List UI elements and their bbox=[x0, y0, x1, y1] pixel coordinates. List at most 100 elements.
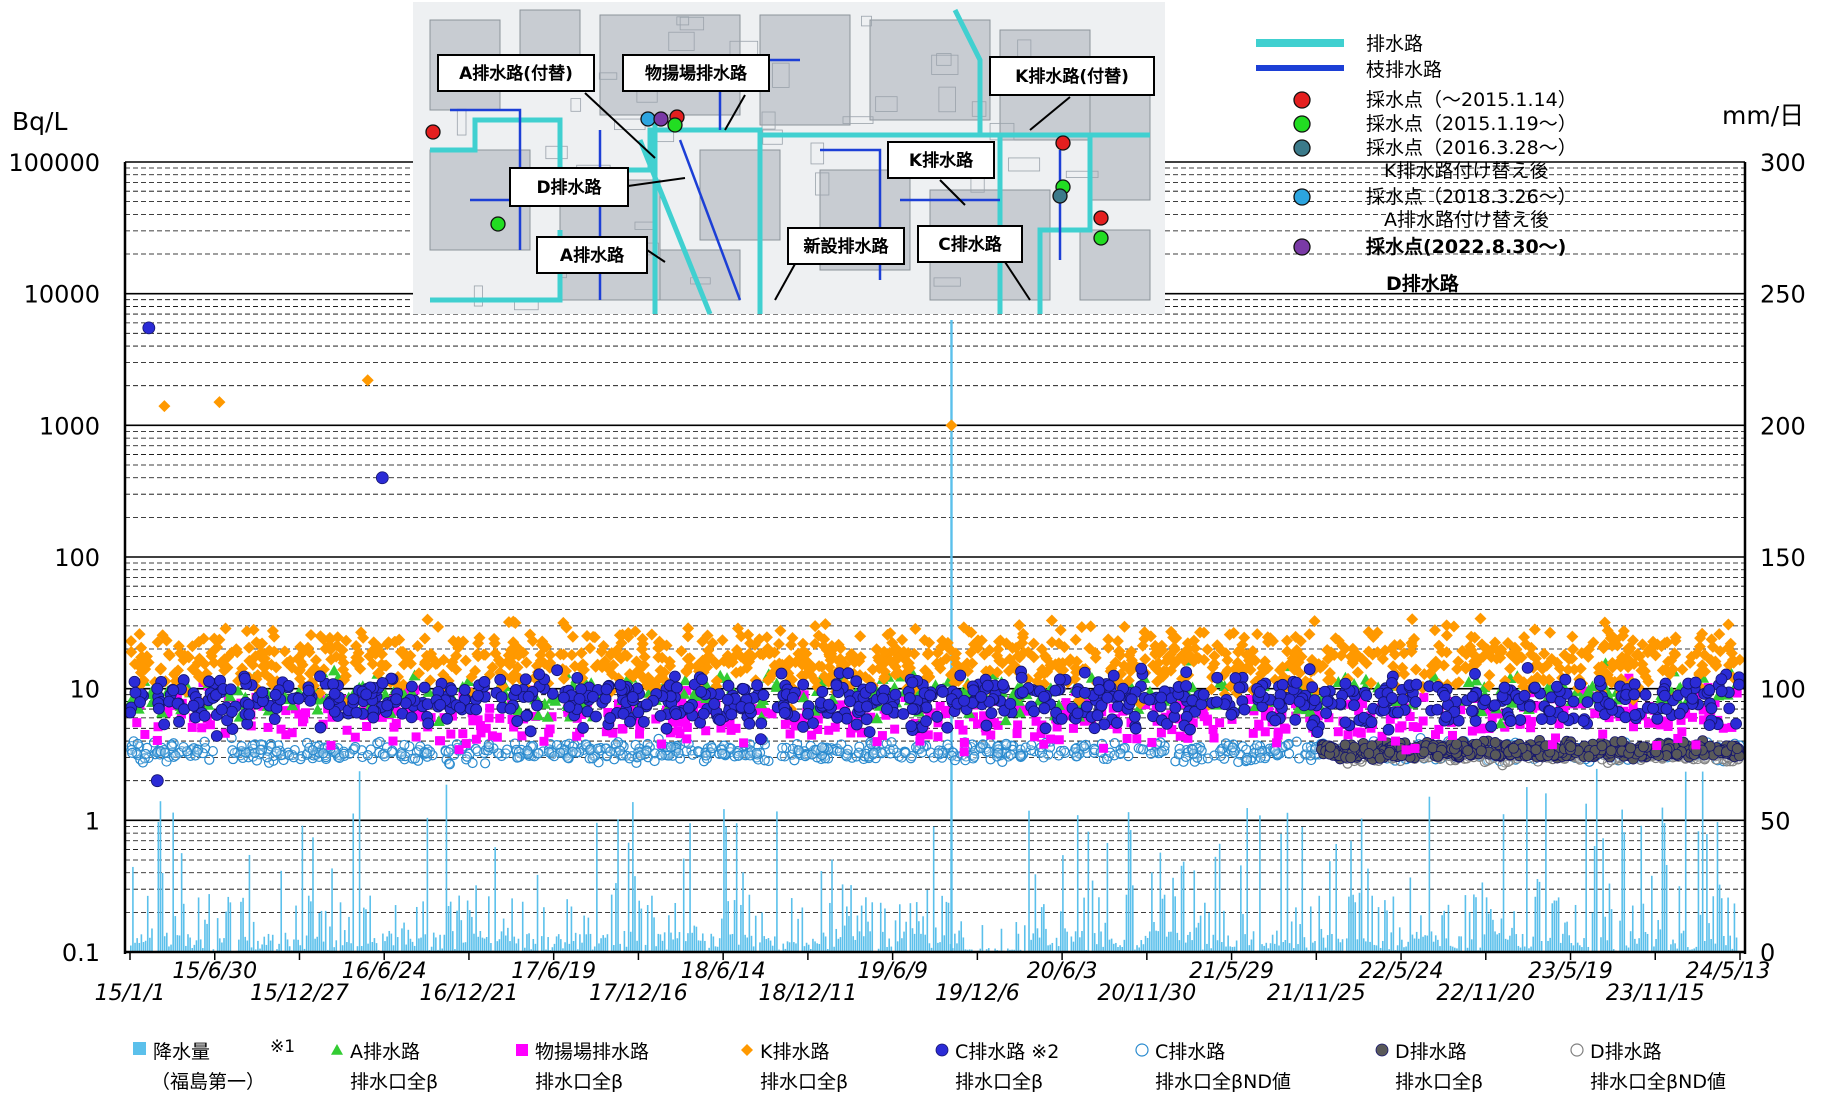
rain-bar bbox=[896, 941, 899, 952]
rain-bar bbox=[784, 948, 787, 952]
rain-bar bbox=[1517, 945, 1520, 952]
rain-bar bbox=[1047, 945, 1049, 952]
rain-bar bbox=[1674, 943, 1676, 952]
point-M bbox=[682, 734, 692, 744]
point-C bbox=[1391, 706, 1404, 719]
point-CND bbox=[630, 739, 641, 750]
rain-bar bbox=[576, 949, 579, 952]
rain-bar bbox=[511, 898, 513, 952]
rain-bar bbox=[331, 868, 333, 952]
rain-bar bbox=[1337, 938, 1340, 952]
rain-bar bbox=[528, 933, 530, 952]
point-M bbox=[1156, 728, 1166, 738]
rain-bar bbox=[1151, 872, 1153, 952]
rain-bar bbox=[1204, 902, 1206, 952]
point-K bbox=[1504, 662, 1517, 675]
rain-bar bbox=[1367, 868, 1369, 952]
rain-bar bbox=[634, 876, 636, 952]
rain-bar bbox=[1312, 942, 1314, 952]
rain-bar bbox=[314, 938, 316, 952]
rain-bar bbox=[191, 947, 194, 952]
rain-bar bbox=[894, 920, 897, 952]
point-M bbox=[197, 723, 207, 733]
rain-bar bbox=[1227, 935, 1229, 952]
rain-bar bbox=[1220, 942, 1223, 952]
rain-bar bbox=[903, 931, 905, 952]
point-K bbox=[909, 622, 922, 635]
rain-bar bbox=[1420, 915, 1422, 952]
point-CND bbox=[751, 747, 762, 759]
rain-bar bbox=[208, 894, 210, 952]
rain-bar bbox=[1390, 932, 1393, 952]
point-K bbox=[1528, 623, 1541, 636]
rain-bar bbox=[1163, 894, 1166, 952]
point-M bbox=[1355, 727, 1365, 737]
rain-bar bbox=[1655, 938, 1657, 952]
rain-bar bbox=[697, 940, 700, 952]
rain-bar bbox=[625, 946, 628, 952]
point-M bbox=[388, 736, 398, 746]
rain-bar bbox=[731, 933, 734, 952]
point-D bbox=[1475, 745, 1487, 757]
rain-bar bbox=[1384, 900, 1386, 952]
point-K bbox=[1406, 613, 1419, 626]
point-M bbox=[326, 740, 336, 750]
rain-bar bbox=[1144, 935, 1147, 952]
rain-bar bbox=[407, 929, 410, 952]
rain-bar bbox=[1329, 861, 1331, 952]
rain-bar bbox=[458, 895, 460, 952]
rain-bar bbox=[386, 936, 388, 952]
point-M bbox=[436, 736, 446, 746]
rain-bar bbox=[1148, 931, 1151, 952]
rain-bar bbox=[1345, 938, 1348, 952]
point-M bbox=[187, 722, 197, 732]
rain-bar bbox=[901, 938, 903, 952]
rain-bar bbox=[1040, 907, 1043, 952]
rain-bar bbox=[994, 948, 996, 952]
rain-bar bbox=[1369, 941, 1371, 952]
rain-bar bbox=[695, 926, 698, 952]
rain-bar bbox=[699, 940, 702, 952]
rain-bar bbox=[403, 922, 405, 952]
point-C bbox=[696, 673, 708, 686]
rain-bar bbox=[1083, 897, 1085, 952]
rain-bar bbox=[1661, 807, 1664, 952]
rain-bar bbox=[409, 938, 412, 952]
rain-bar bbox=[509, 941, 511, 952]
rain-bar bbox=[882, 931, 884, 952]
rain-bar bbox=[388, 930, 391, 952]
rain-bar bbox=[560, 939, 562, 952]
rain-bar bbox=[1651, 875, 1653, 952]
point-CND bbox=[886, 737, 897, 748]
point-CND bbox=[288, 752, 299, 763]
point-K bbox=[1069, 633, 1082, 646]
rain-bar bbox=[801, 907, 804, 952]
rain-bar bbox=[555, 936, 558, 952]
rain-bar bbox=[540, 936, 543, 952]
rain-bar bbox=[293, 939, 295, 952]
rain-bar bbox=[833, 946, 835, 952]
rain-bar bbox=[638, 900, 641, 952]
rain-bar bbox=[661, 940, 664, 952]
rain-bar bbox=[1206, 943, 1208, 952]
rain-bar bbox=[1720, 898, 1723, 952]
rain-bar bbox=[1049, 944, 1051, 952]
point-C bbox=[1169, 701, 1182, 714]
rain-bar bbox=[1350, 840, 1352, 952]
rain-bar bbox=[132, 866, 134, 952]
rain-bar bbox=[360, 945, 363, 952]
rain-bar bbox=[632, 802, 634, 952]
point-M bbox=[1013, 720, 1023, 730]
point-K bbox=[819, 618, 832, 631]
rain-bar bbox=[477, 936, 480, 952]
rain-bar bbox=[1504, 938, 1507, 952]
rain-bar bbox=[1223, 910, 1225, 952]
rain-bar bbox=[333, 947, 335, 952]
point-CND bbox=[706, 743, 718, 754]
rain-bar bbox=[1273, 943, 1276, 952]
rain-bar bbox=[1576, 942, 1579, 952]
rain-bar bbox=[814, 941, 816, 952]
rain-bar bbox=[180, 853, 183, 952]
point-M bbox=[1677, 727, 1687, 737]
rain-bar bbox=[1492, 919, 1494, 952]
